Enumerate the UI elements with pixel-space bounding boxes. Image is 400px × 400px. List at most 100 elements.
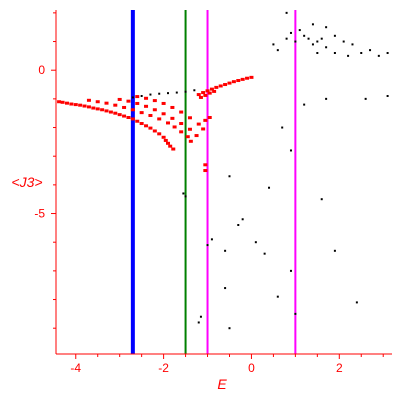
ticks-layer: -4 -2 0 2 0 -5 xyxy=(34,12,384,375)
red-point xyxy=(198,95,203,99)
red-point xyxy=(122,114,127,118)
y-tick-label: 0 xyxy=(38,63,45,77)
red-point xyxy=(144,96,149,100)
red-point xyxy=(205,89,210,93)
black-point xyxy=(228,327,231,330)
red-point xyxy=(194,134,199,138)
red-point xyxy=(223,83,228,87)
black-point xyxy=(298,29,301,32)
black-point xyxy=(199,315,202,318)
black-point xyxy=(206,244,209,247)
black-point xyxy=(303,34,306,37)
red-point xyxy=(152,99,157,103)
x-axis-label: E xyxy=(217,376,227,392)
black-point xyxy=(325,46,328,49)
black-point xyxy=(237,224,240,226)
red-point xyxy=(249,75,254,79)
red-point xyxy=(82,104,87,108)
red-point xyxy=(148,113,153,117)
red-point xyxy=(203,118,208,122)
black-point xyxy=(184,90,187,93)
black-point xyxy=(307,37,310,40)
red-point xyxy=(95,107,100,111)
red-point xyxy=(113,111,118,115)
red-point xyxy=(117,113,122,117)
black-point xyxy=(320,37,323,40)
red-point xyxy=(179,122,184,126)
red-point xyxy=(135,95,140,99)
red-point xyxy=(163,138,168,142)
red-point xyxy=(60,100,65,104)
black-point xyxy=(325,26,328,29)
red-point xyxy=(236,79,241,83)
black-point xyxy=(360,52,363,54)
red-point xyxy=(227,81,232,85)
black-point xyxy=(311,23,314,26)
black-point xyxy=(333,52,336,54)
red-point xyxy=(196,122,201,126)
black-point xyxy=(320,198,323,201)
black-point xyxy=(377,54,380,57)
red-point xyxy=(185,135,190,139)
black-point xyxy=(333,34,336,37)
x-tick-label: 0 xyxy=(248,361,255,375)
red-point xyxy=(166,121,170,125)
red-point xyxy=(73,103,78,107)
red-point xyxy=(161,101,166,105)
black-point xyxy=(294,312,297,315)
black-point xyxy=(140,95,143,97)
red-point xyxy=(201,127,206,131)
black-point xyxy=(386,95,389,97)
axes-layer xyxy=(55,10,392,355)
black-point xyxy=(184,195,187,198)
black-point xyxy=(386,52,389,54)
red-point xyxy=(139,111,144,115)
x-tick-label: -2 xyxy=(158,361,169,375)
black-point xyxy=(342,40,345,43)
red-point xyxy=(214,85,219,89)
black-point xyxy=(210,238,213,241)
red-point xyxy=(207,91,212,95)
red-point xyxy=(64,101,69,105)
red-point xyxy=(171,147,176,151)
red-point xyxy=(69,102,74,106)
red-point xyxy=(157,132,162,136)
red-point xyxy=(179,110,184,114)
red-point xyxy=(104,109,109,113)
red-point xyxy=(113,103,118,107)
red-point xyxy=(245,76,250,80)
black-point xyxy=(254,241,257,244)
black-point xyxy=(294,40,297,43)
red-point xyxy=(144,104,149,108)
black-point xyxy=(276,49,279,52)
red-point xyxy=(188,139,193,143)
black-point xyxy=(347,54,350,57)
black-point xyxy=(281,126,284,129)
red-point xyxy=(86,105,91,109)
red-point xyxy=(196,93,201,97)
black-point xyxy=(364,97,367,100)
black-point xyxy=(333,249,336,252)
red-point xyxy=(203,93,208,97)
x-tick-label: -4 xyxy=(70,361,81,375)
black-point xyxy=(167,92,169,95)
black-point xyxy=(316,40,319,43)
black-point xyxy=(325,97,328,100)
red-point xyxy=(179,130,184,134)
red-point xyxy=(135,119,140,123)
black-point xyxy=(316,52,319,54)
red-point xyxy=(126,116,131,119)
red-point xyxy=(207,116,212,119)
red-point xyxy=(218,84,223,88)
red-point xyxy=(170,116,175,120)
black-point xyxy=(272,43,275,46)
red-point xyxy=(161,112,166,116)
black-point xyxy=(311,43,314,46)
red-point xyxy=(168,144,173,148)
red-point xyxy=(231,80,236,84)
red-point xyxy=(135,101,140,105)
black-point xyxy=(285,37,288,40)
red-point xyxy=(152,108,157,112)
red-point xyxy=(117,97,122,101)
black-point xyxy=(303,103,306,106)
